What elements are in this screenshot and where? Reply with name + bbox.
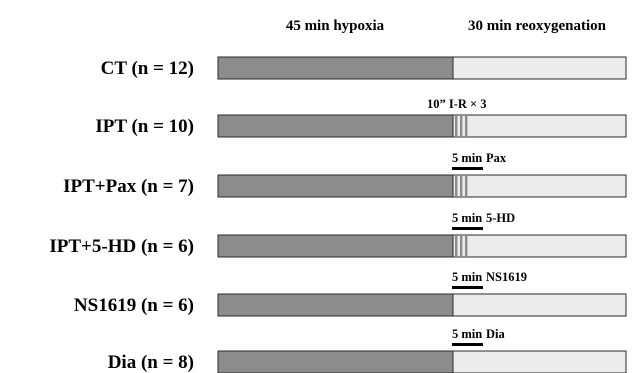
agent-label: 5-HD	[486, 211, 515, 225]
reoxygenation-segment	[452, 234, 627, 258]
ipt-stripe	[465, 175, 468, 197]
group-label: IPT+Pax (n = 7)	[63, 176, 194, 197]
ipt-stripe	[455, 115, 458, 137]
reoxygenation-segment	[452, 56, 627, 80]
protocol-row: IPT (n = 10) 10” I-R × 3	[95, 97, 627, 138]
reoxygenation-segment	[452, 293, 627, 317]
duration-label: 5 min	[452, 211, 482, 225]
duration-bar	[452, 286, 483, 289]
group-label: IPT+5-HD (n = 6)	[49, 236, 194, 257]
ipt-stripe	[460, 175, 463, 197]
group-label: IPT (n = 10)	[95, 116, 194, 137]
ipt-stripe	[455, 235, 458, 257]
hypoxia-segment	[217, 293, 454, 317]
protocol-row: IPT+Pax (n = 7) 5 min Pax	[63, 151, 627, 198]
hypoxia-segment	[217, 114, 454, 138]
duration-bar	[452, 227, 483, 230]
cycle-label: 10” I-R × 3	[427, 97, 487, 111]
agent-label: NS1619	[486, 270, 527, 284]
ipt-stripe	[460, 235, 463, 257]
ipt-stripe	[455, 175, 458, 197]
protocol-row: CT (n = 12)	[101, 56, 627, 80]
protocol-row: IPT+5-HD (n = 6) 5 min 5-HD	[49, 211, 627, 258]
ipt-stripe	[465, 235, 468, 257]
duration-label: 5 min	[452, 327, 482, 341]
reoxygenation-segment	[452, 350, 627, 373]
reoxygenation-segment	[452, 174, 627, 198]
protocol-row: NS1619 (n = 6) 5 min NS1619	[74, 270, 627, 317]
duration-label: 5 min	[452, 151, 482, 165]
duration-bar	[452, 167, 483, 170]
group-label: Dia (n = 8)	[108, 352, 194, 373]
hypoxia-segment	[217, 350, 454, 373]
header-hypoxia: 45 min hypoxia	[286, 18, 385, 34]
group-label: CT (n = 12)	[101, 58, 194, 79]
ipt-stripe	[460, 115, 463, 137]
duration-label: 5 min	[452, 270, 482, 284]
hypoxia-segment	[217, 174, 454, 198]
group-label: NS1619 (n = 6)	[74, 295, 194, 316]
protocol-rows: CT (n = 12) IPT (n = 10) 10” I-R × 3 IPT+Pa…	[49, 56, 627, 373]
reoxygenation-segment	[452, 114, 627, 138]
duration-bar	[452, 343, 483, 346]
hypoxia-segment	[217, 56, 454, 80]
ipt-stripe	[465, 115, 468, 137]
agent-label: Pax	[486, 151, 507, 165]
agent-label: Dia	[486, 327, 506, 341]
header-reoxygenation: 30 min reoxygenation	[468, 18, 607, 34]
protocol-row: Dia (n = 8) 5 min Dia	[108, 327, 627, 373]
hypoxia-segment	[217, 234, 454, 258]
